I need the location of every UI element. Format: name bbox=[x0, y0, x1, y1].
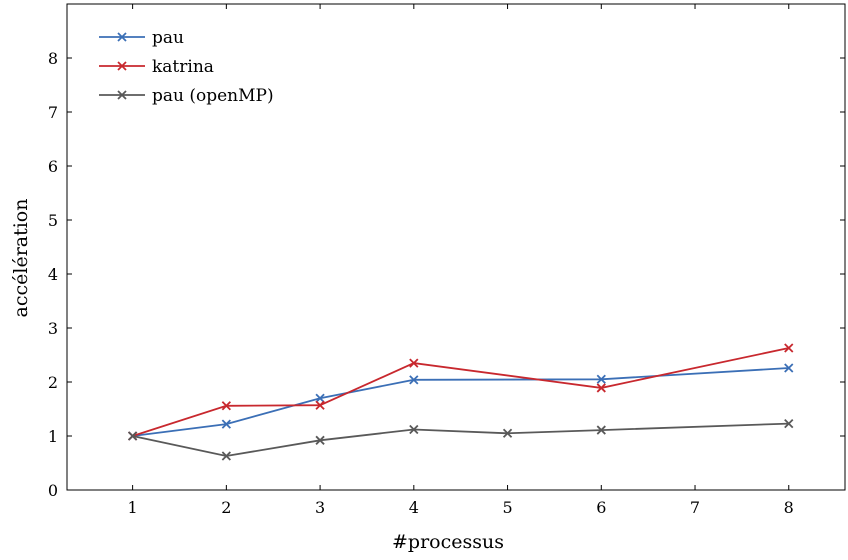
data-point bbox=[596, 425, 606, 435]
data-point bbox=[784, 343, 794, 353]
data-point bbox=[596, 383, 606, 393]
y-tick-label: 2 bbox=[48, 373, 58, 392]
x-tick-label: 2 bbox=[221, 498, 231, 517]
legend-label: pau (openMP) bbox=[152, 86, 274, 106]
y-axis-label: accélération bbox=[10, 199, 32, 318]
x-tick-label: 3 bbox=[315, 498, 325, 517]
data-point bbox=[784, 418, 794, 429]
plot-frame bbox=[66, 3, 846, 491]
legend-marker bbox=[117, 32, 127, 42]
legend-label: pau bbox=[152, 28, 184, 48]
data-point bbox=[596, 374, 606, 384]
x-tick-label: 4 bbox=[409, 498, 419, 517]
x-axis-label: #processus bbox=[392, 531, 504, 553]
data-point bbox=[221, 419, 231, 429]
y-tick-label: 5 bbox=[48, 211, 58, 230]
legend-marker bbox=[117, 61, 127, 71]
data-point bbox=[315, 400, 325, 410]
data-point bbox=[502, 428, 513, 438]
data-point bbox=[409, 358, 419, 368]
legend: pau katrina pau (openMP) bbox=[99, 28, 274, 106]
data-point bbox=[221, 451, 231, 461]
legend-item: katrina bbox=[99, 57, 214, 77]
y-tick-label: 0 bbox=[48, 481, 58, 500]
legend-item: pau (openMP) bbox=[99, 86, 274, 106]
tick-labels: 1 2 3 4 5 6 7 8 0 1 2 3 4 5 6 7 8 bbox=[48, 49, 794, 517]
series-line bbox=[132, 367, 789, 437]
series-layer bbox=[127, 343, 794, 461]
y-tick-label: 4 bbox=[48, 265, 58, 284]
x-tick-label: 6 bbox=[596, 498, 606, 517]
series-pau-openmp bbox=[127, 418, 794, 461]
series-line bbox=[132, 422, 789, 457]
data-point bbox=[315, 393, 325, 403]
y-tick-label: 7 bbox=[48, 103, 58, 122]
data-point bbox=[221, 401, 231, 411]
y-tick-label: 1 bbox=[48, 427, 58, 446]
data-point bbox=[409, 375, 419, 385]
data-point bbox=[409, 424, 419, 435]
legend-item: pau bbox=[99, 28, 184, 48]
x-tick-label: 1 bbox=[128, 498, 138, 517]
x-tick-label: 7 bbox=[690, 498, 700, 517]
legend-label: katrina bbox=[152, 57, 214, 77]
x-tick-label: 5 bbox=[502, 498, 512, 517]
data-point bbox=[127, 431, 138, 441]
x-tick-label: 8 bbox=[784, 498, 794, 517]
y-tick-label: 3 bbox=[48, 319, 58, 338]
series-line bbox=[132, 347, 789, 437]
series-pau bbox=[127, 363, 794, 441]
data-point bbox=[784, 363, 794, 373]
y-tick-label: 6 bbox=[48, 157, 58, 176]
axis-ticks bbox=[67, 4, 845, 491]
y-tick-label: 8 bbox=[48, 49, 58, 68]
legend-marker bbox=[117, 90, 127, 100]
data-point bbox=[315, 435, 325, 445]
